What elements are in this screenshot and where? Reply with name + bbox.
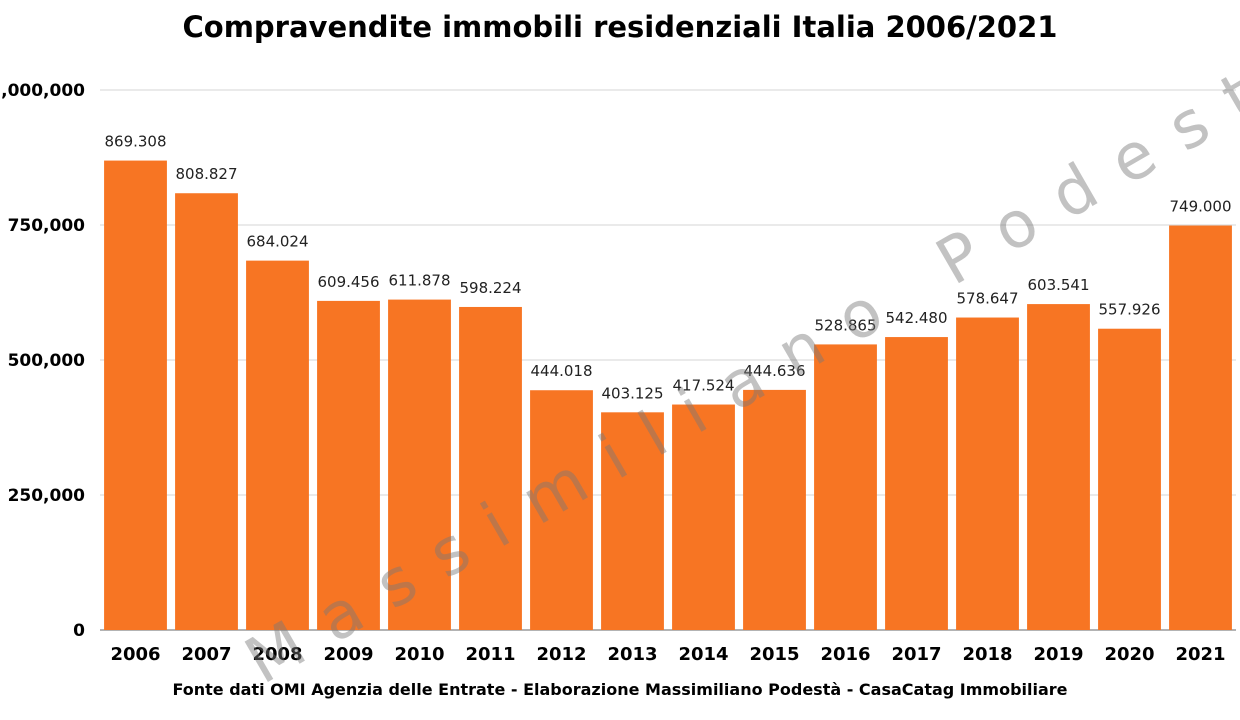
data-label-2020: 557.926 (1098, 301, 1160, 319)
x-tick-label-2014: 2014 (678, 644, 728, 665)
bar-2020 (1098, 328, 1161, 630)
data-label-2021: 749.000 (1169, 198, 1231, 216)
data-label-2011: 598.224 (459, 279, 521, 297)
data-label-2010: 611.878 (388, 272, 450, 290)
bar-2015 (743, 389, 806, 630)
data-label-2019: 603.541 (1027, 276, 1089, 294)
data-label-2017: 542.480 (885, 309, 947, 327)
data-labels: 869.308 808.827 684.024 609.456 611.878 598.2… (104, 133, 1231, 403)
x-tick-label-2020: 2020 (1104, 644, 1154, 665)
x-tick-label-2016: 2016 (820, 644, 870, 665)
source-footer: Fonte dati OMI Agenzia delle Entrate - E… (172, 680, 1068, 699)
bar-2014 (672, 404, 735, 630)
bar-2017 (885, 337, 948, 630)
bar-2012 (530, 390, 593, 630)
data-label-2014: 417.524 (672, 377, 734, 395)
x-tick-label-2006: 2006 (110, 644, 160, 665)
bars (104, 160, 1232, 631)
x-axis-ticks: 2006 2007 2008 2009 2010 2011 2012 2013 2014 2015… (110, 644, 1225, 665)
x-tick-label-2008: 2008 (252, 644, 302, 665)
x-tick-label-2019: 2019 (1033, 644, 1083, 665)
bar-2009 (317, 300, 380, 630)
data-label-2018: 578.647 (956, 290, 1018, 308)
x-tick-label-2015: 2015 (749, 644, 799, 665)
y-tick-label: ,000,000 (1, 81, 85, 101)
x-tick-label-2009: 2009 (323, 644, 373, 665)
bar-2016 (814, 344, 877, 630)
bar-2021 (1169, 225, 1232, 631)
x-tick-label-2021: 2021 (1175, 644, 1225, 665)
y-tick-label: 0 (73, 621, 85, 641)
bar-2019 (1027, 304, 1090, 630)
x-tick-label-2012: 2012 (536, 644, 586, 665)
bar-2010 (388, 299, 451, 630)
data-label-2012: 444.018 (530, 362, 592, 380)
x-tick-label-2007: 2007 (181, 644, 231, 665)
y-tick-label: 500,000 (8, 351, 86, 371)
x-tick-label-2017: 2017 (891, 644, 941, 665)
data-label-2016: 528.865 (814, 316, 876, 334)
bar-2018 (956, 317, 1019, 630)
x-tick-label-2011: 2011 (465, 644, 515, 665)
data-label-2006: 869.308 (104, 133, 166, 151)
chart-title: Compravendite immobili residenziali Ital… (182, 10, 1058, 44)
bar-2006 (104, 160, 167, 631)
bar-2007 (175, 193, 238, 631)
bar-2011 (459, 306, 522, 630)
y-tick-label: 250,000 (8, 486, 86, 506)
data-label-2013: 403.125 (601, 384, 663, 402)
y-axis-ticks: 0 250,000 500,000 750,000 ,000,000 (1, 81, 85, 641)
data-label-2009: 609.456 (317, 273, 379, 291)
x-tick-label-2010: 2010 (394, 644, 444, 665)
data-label-2015: 444.636 (743, 362, 805, 380)
data-label-2007: 808.827 (175, 165, 237, 183)
data-label-2008: 684.024 (246, 233, 308, 251)
bar-2008 (246, 260, 309, 630)
y-tick-label: 750,000 (8, 216, 86, 236)
bar-2013 (601, 412, 664, 630)
x-tick-label-2013: 2013 (607, 644, 657, 665)
x-tick-label-2018: 2018 (962, 644, 1012, 665)
